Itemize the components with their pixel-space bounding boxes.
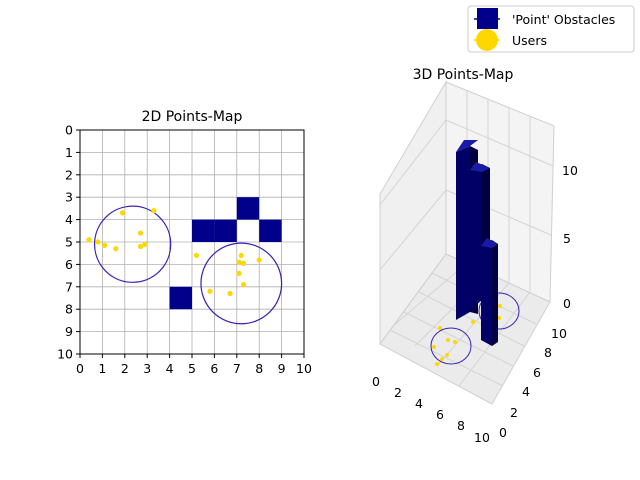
map-3d-z-ticks: 0 5 10 [562,163,578,311]
user-point [236,259,242,265]
user-point [137,243,144,250]
user-point [236,270,242,276]
y-tick-label: 6 [65,257,73,272]
y3d-tick-label: 10 [551,326,567,341]
y3d-tick-label: 0 [499,425,507,440]
user-point [95,239,101,245]
user-point [227,290,233,297]
user-point [240,260,247,266]
x3d-tick-label: 8 [457,418,465,433]
y3d-tick-label: 6 [533,365,541,380]
user-point [193,252,200,259]
y-tick-label: 5 [65,235,73,250]
x-tick-label: 2 [121,361,129,376]
y3d-tick-label: 8 [544,345,552,360]
user-point [151,208,157,214]
x3d-tick-label: 0 [372,374,380,389]
obstacle-cell [192,219,215,242]
x-tick-label: 10 [296,361,312,376]
x-tick-label: 1 [98,361,106,376]
map-3d: 3D Points-Map [372,67,578,445]
obstacle-cell [259,219,282,242]
user-coverage-circle [200,242,283,325]
map-3d-floor [379,253,551,405]
y-tick-label: 2 [65,167,73,182]
z3d-tick-label: 10 [562,163,578,178]
x-tick-label: 4 [166,361,174,376]
y-tick-label: 9 [65,324,73,339]
x3d-tick-label: 2 [394,385,402,400]
user-point [137,230,144,236]
user-point [119,210,126,216]
y-tick-label: 4 [65,212,73,227]
map-2d-x-ticks: 0 1 2 3 4 5 6 7 8 9 10 [76,354,312,376]
x-tick-label: 8 [255,361,263,376]
z3d-tick-label: 5 [563,231,571,246]
map-2d-circles [93,205,283,325]
user-point [102,242,108,248]
x-tick-label: 0 [76,361,84,376]
z3d-tick-label: 0 [563,296,571,311]
legend-marker-users [476,29,498,51]
user-point [238,252,244,259]
user-point [113,246,119,252]
user-point [142,241,148,247]
obstacle-cell [214,219,237,242]
user-point [207,288,213,294]
x-tick-label: 9 [278,361,286,376]
map-3d-user-circle-1 [430,327,472,365]
x3d-tick-label: 4 [415,396,423,411]
user-point [240,281,247,288]
y-tick-label: 1 [65,145,73,160]
x3d-tick-label: 10 [474,430,490,445]
obstacle-cell [169,286,192,310]
legend-item-users: Users [474,29,547,51]
y-tick-label: 3 [65,190,73,205]
legend-label-obstacles: 'Point' Obstacles [512,12,615,27]
map-3d-user-circle-2 [478,292,520,330]
map-3d-gridlines [379,91,554,387]
user-point [256,257,262,263]
x-tick-label: 6 [210,361,218,376]
map-3d-title: 3D Points-Map [413,67,514,83]
y3d-tick-label: 4 [522,384,530,399]
obstacle-cell [236,197,260,220]
legend-marker-obstacles [477,8,498,29]
user-coverage-circle [93,205,172,283]
map-3d-bars [456,140,498,346]
legend-label-users: Users [512,33,547,48]
map-2d-title: 2D Points-Map [142,109,243,125]
y-tick-label: 10 [57,347,73,362]
x-tick-label: 5 [188,361,196,376]
y-tick-label: 7 [65,279,73,294]
map-2d-users [86,208,262,297]
x-tick-label: 7 [233,361,241,376]
y-tick-label: 8 [65,302,73,317]
legend: 'Point' Obstacles Users [467,5,635,53]
legend-item-obstacles: 'Point' Obstacles [474,8,615,29]
x3d-tick-label: 6 [436,407,444,422]
map-2d-y-ticks: 0 1 2 3 4 5 6 7 8 9 10 [57,123,80,362]
legend-frame [467,5,635,53]
map-2d-obstacles [169,197,282,310]
x-tick-label: 3 [143,361,151,376]
y3d-tick-label: 2 [510,405,518,420]
user-point [86,237,92,243]
bar-3d-3 [481,238,498,346]
y-tick-label: 0 [65,123,73,138]
